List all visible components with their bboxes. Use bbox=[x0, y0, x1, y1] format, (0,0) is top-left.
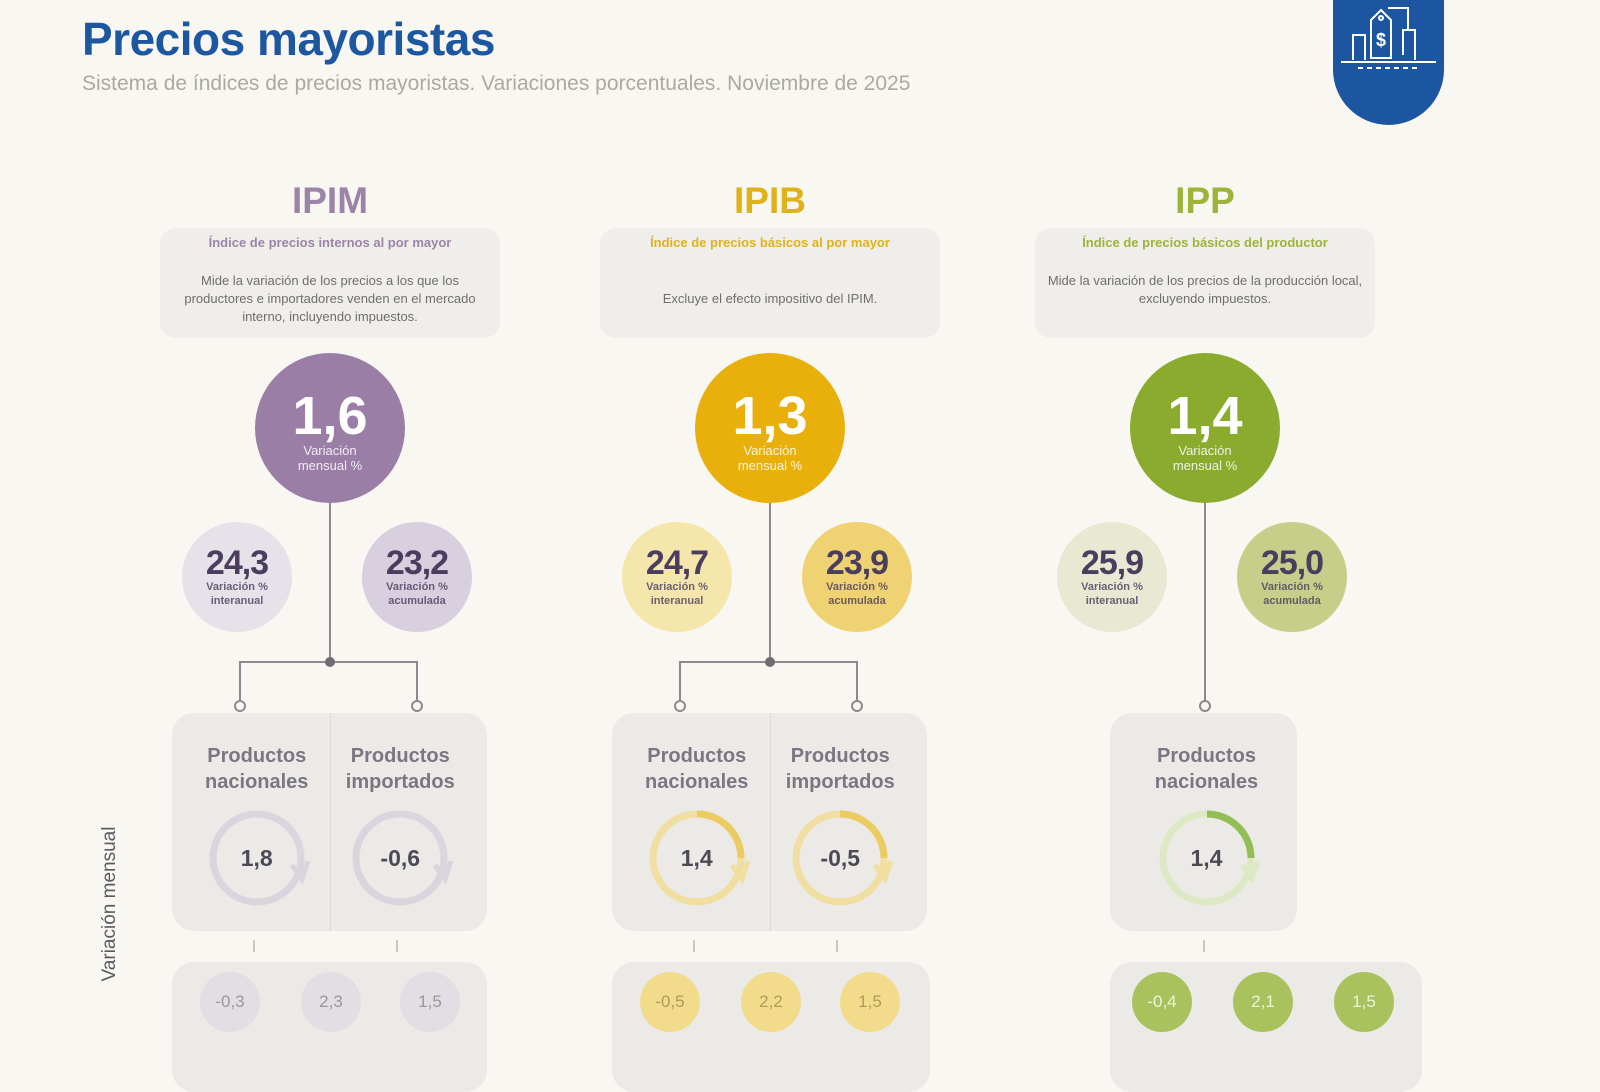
connector-line bbox=[1204, 500, 1206, 703]
down-arrow-icon bbox=[1202, 940, 1205, 952]
index-title-ipp: IPP bbox=[1175, 180, 1235, 221]
down-arrow-icon bbox=[252, 940, 255, 952]
acumulada-variation-circle-ipim: 23,2 Variación % acumulada bbox=[362, 522, 472, 632]
interanual-variation-label: Variación % interanual bbox=[1081, 581, 1143, 607]
monthly-variation-circle-ipib: 1,3 Variación mensual % bbox=[695, 353, 845, 503]
down-arrow-icon bbox=[396, 940, 399, 952]
product-variation-value: 1,4 bbox=[680, 845, 713, 871]
monthly-variation-circle-ipim: 1,6 Variación mensual % bbox=[255, 353, 405, 503]
connector-line bbox=[329, 500, 331, 662]
monthly-variation-circle-ipp: 1,4 Variación mensual % bbox=[1130, 353, 1280, 503]
index-info-box-ipib bbox=[600, 228, 940, 338]
breakdown-circle: -0,4 bbox=[1132, 972, 1192, 1032]
acumulada-variation-label: Variación % acumulada bbox=[386, 581, 448, 607]
panel-divider bbox=[329, 713, 331, 931]
index-subtitle-ipib: Índice de precios básicos al por mayor bbox=[650, 235, 890, 250]
breakdown-circle: 2,1 bbox=[1233, 972, 1293, 1032]
variation-ring-icon bbox=[792, 810, 894, 906]
interanual-variation-circle-ipib: 24,7 Variación % interanual bbox=[622, 522, 732, 632]
page-title: Precios mayoristas bbox=[82, 13, 495, 65]
breakdown-circle: -0,3 bbox=[200, 972, 260, 1032]
acumulada-variation-value: 25,0 bbox=[1260, 544, 1324, 582]
connector-junction bbox=[325, 657, 335, 667]
index-title-ipim: IPIM bbox=[291, 180, 369, 221]
monthly-variation-value: 1,6 bbox=[292, 386, 368, 446]
monthly-variation-label: Variación mensual % bbox=[1172, 443, 1238, 473]
connector-line bbox=[416, 661, 418, 701]
variation-ring-icon bbox=[1159, 810, 1260, 906]
breakdown-circle: 1,5 bbox=[1334, 972, 1394, 1032]
product-variation-value: -0,5 bbox=[820, 845, 861, 871]
acumulada-variation-label: Variación % acumulada bbox=[1261, 581, 1323, 607]
breakdown-circle: 1,5 bbox=[840, 972, 900, 1032]
connector-node bbox=[234, 700, 246, 712]
product-name: Productos importados bbox=[785, 745, 895, 793]
product-name: Productos importados bbox=[345, 745, 455, 793]
svg-text:$: $ bbox=[1376, 30, 1386, 50]
breakdown-circle: 2,2 bbox=[741, 972, 801, 1032]
index-description-ipim: Mide la variación de los precios a los q… bbox=[184, 273, 476, 324]
variation-ring-icon bbox=[649, 810, 751, 906]
product-name: Productos nacionales bbox=[1154, 745, 1259, 793]
monthly-variation-value: 1,3 bbox=[732, 386, 808, 446]
index-title-ipib: IPIB bbox=[734, 180, 806, 221]
panel-divider bbox=[769, 713, 771, 931]
logo-badge: $ bbox=[1333, 0, 1444, 125]
monthly-variation-value: 1,4 bbox=[1167, 386, 1243, 446]
index-description-ipp: Mide la variación de los precios de la p… bbox=[1047, 273, 1363, 306]
monthly-variation-label: Variación mensual % bbox=[297, 443, 363, 473]
product-variation-value: 1,4 bbox=[1190, 845, 1223, 871]
page-subtitle: Sistema de índices de precios mayoristas… bbox=[82, 72, 911, 95]
acumulada-variation-label: Variación % acumulada bbox=[826, 581, 888, 607]
product-name: Productos nacionales bbox=[205, 745, 309, 793]
breakdown-circle: -0,5 bbox=[640, 972, 700, 1032]
interanual-variation-circle-ipim: 24,3 Variación % interanual bbox=[182, 522, 292, 632]
acumulada-variation-circle-ipp: 25,0 Variación % acumulada bbox=[1237, 522, 1347, 632]
product-variation-value: 1,8 bbox=[240, 845, 273, 871]
connector-node bbox=[674, 700, 686, 712]
breakdown-circle: 2,3 bbox=[301, 972, 361, 1032]
products-panel-ipp bbox=[1110, 713, 1297, 931]
connector-line bbox=[856, 661, 858, 701]
variation-ring-icon bbox=[352, 810, 454, 906]
monthly-variation-axis-label: Variación mensual bbox=[99, 826, 120, 982]
connector-line bbox=[769, 500, 771, 662]
connector-junction bbox=[765, 657, 775, 667]
down-arrow-icon bbox=[692, 940, 695, 952]
interanual-variation-circle-ipp: 25,9 Variación % interanual bbox=[1057, 522, 1167, 632]
index-subtitle-ipim: Índice de precios internos al por mayor bbox=[208, 235, 452, 250]
down-arrow-icon bbox=[836, 940, 839, 952]
interanual-variation-label: Variación % interanual bbox=[206, 581, 268, 607]
connector-node bbox=[1199, 700, 1211, 712]
connector-node bbox=[411, 700, 423, 712]
interanual-variation-value: 24,3 bbox=[205, 544, 269, 582]
index-description-ipib: Excluye el efecto impositivo del IPIM. bbox=[662, 291, 878, 306]
product-variation-value: -0,6 bbox=[380, 845, 421, 871]
interanual-variation-value: 25,9 bbox=[1080, 544, 1144, 582]
connector-line bbox=[679, 661, 681, 701]
interanual-variation-label: Variación % interanual bbox=[646, 581, 708, 607]
variation-ring-icon bbox=[209, 810, 311, 906]
breakdown-circle: 1,5 bbox=[400, 972, 460, 1032]
acumulada-variation-value: 23,2 bbox=[385, 544, 449, 582]
interanual-variation-value: 24,7 bbox=[645, 544, 709, 582]
connector-line bbox=[239, 661, 241, 701]
connector-node bbox=[851, 700, 863, 712]
index-info-box-ipp bbox=[1035, 228, 1375, 338]
index-subtitle-ipp: Índice de precios básicos del productor bbox=[1082, 235, 1328, 250]
monthly-variation-label: Variación mensual % bbox=[737, 443, 803, 473]
product-name: Productos nacionales bbox=[645, 745, 749, 793]
acumulada-variation-value: 23,9 bbox=[825, 544, 889, 582]
acumulada-variation-circle-ipib: 23,9 Variación % acumulada bbox=[802, 522, 912, 632]
index-info-box-ipim bbox=[160, 228, 500, 338]
price-tag-dollar-icon: $ bbox=[1341, 7, 1436, 69]
